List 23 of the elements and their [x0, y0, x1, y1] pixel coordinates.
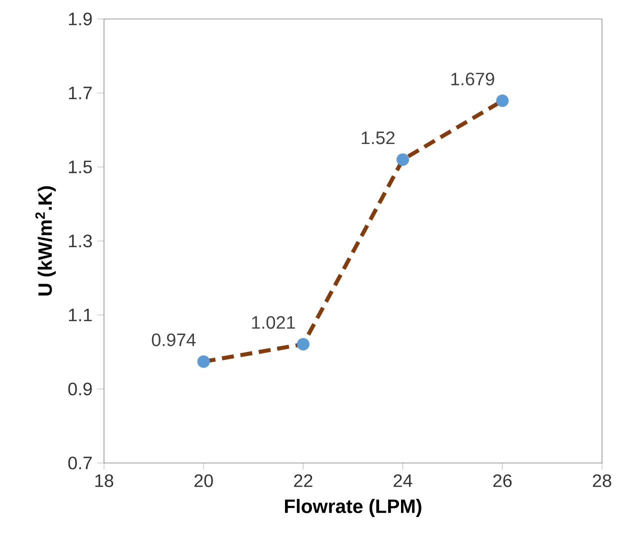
y-tick-label: 1.5: [68, 160, 92, 174]
x-tick-label: 28: [592, 474, 612, 488]
point: [396, 153, 410, 166]
y-axis-title: U (kW/m$^{2}$.K): [35, 186, 56, 296]
data-label: 1.679: [451, 72, 494, 86]
y-tick-label: 1.3: [68, 234, 92, 248]
x-axis-title: Flowrate (LPM): [285, 498, 422, 517]
y-tick-label: 0.9: [68, 382, 92, 396]
point: [296, 338, 310, 350]
x-tick-label: 26: [493, 474, 512, 488]
point: [496, 94, 509, 108]
y-tick-label: 1.9: [68, 12, 92, 26]
x-tick-label: 20: [194, 474, 213, 488]
point: [197, 355, 210, 368]
x-tick-label: 24: [394, 474, 412, 487]
y-tick-label: 1.1: [68, 308, 92, 322]
x-tick-label: 18: [95, 474, 114, 488]
data-label: 1.52: [362, 131, 395, 144]
x-tick-label: 22: [294, 474, 312, 487]
y-tick-label: 1.7: [68, 86, 92, 100]
y-tick-label: 0.7: [68, 456, 92, 470]
data-label: 1.021: [252, 316, 295, 329]
data-label: 0.974: [152, 333, 196, 346]
